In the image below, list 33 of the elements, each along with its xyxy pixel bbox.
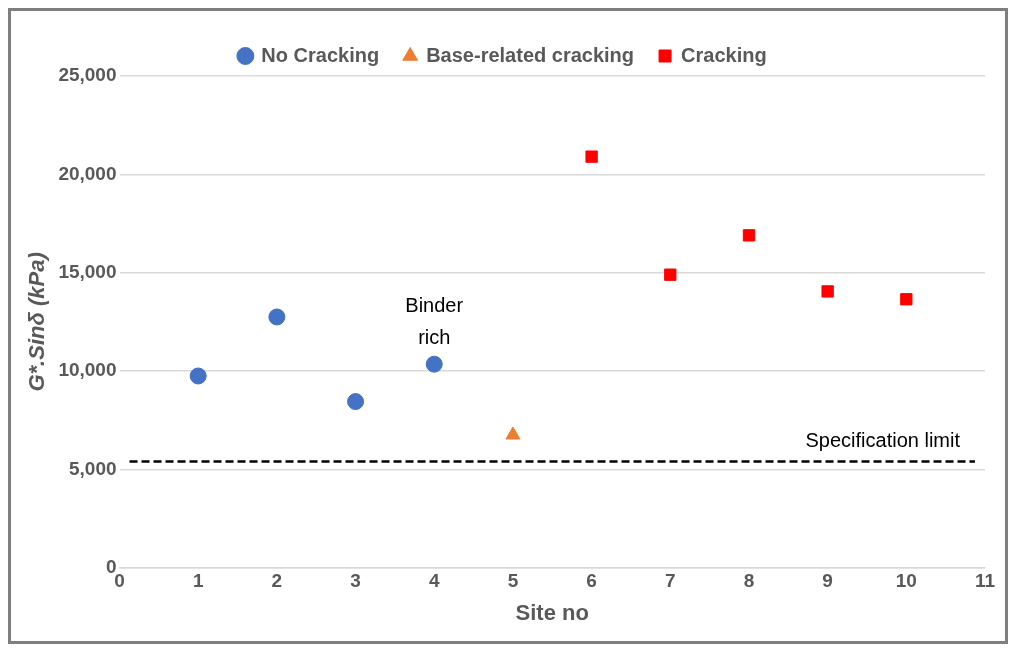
x-tick-label: 7 [664,570,676,592]
point [742,229,756,242]
y-tick-label: 5,000 [68,457,117,479]
x-tick-label: 3 [350,570,361,592]
y-tick-label: 25,000 [58,64,117,86]
x-tick-label: 9 [822,570,833,592]
point [505,426,521,440]
legend-label: Base-related cracking [426,43,635,66]
y-tick-label: 15,000 [58,260,117,282]
point [585,150,598,163]
point [189,367,207,385]
legend-label: Cracking [681,43,767,66]
x-tick-label: 5 [507,570,519,592]
x-tick-label: 10 [895,570,917,592]
y-tick-label: 20,000 [58,162,117,184]
x-tick-label: 1 [192,570,204,592]
point [664,268,677,281]
x-tick-label: 6 [586,570,597,592]
point [425,355,443,373]
point [268,308,286,326]
x-axis-title: Site no [515,599,589,625]
point [821,285,834,298]
ref-line-label: Specification limit [805,429,961,452]
legend-label: No Cracking [261,43,380,66]
y-tick-label: 10,000 [58,359,117,381]
x-tick-label: 4 [428,570,440,592]
annotation: Binder rich [405,293,464,348]
x-tick-label: 2 [271,570,283,592]
x-tick-label: 8 [743,570,755,592]
point [347,393,365,411]
point [900,293,913,306]
x-tick-label: 11 [974,570,996,592]
y-axis-title: G*.Sinδ (kPa) [24,252,50,392]
